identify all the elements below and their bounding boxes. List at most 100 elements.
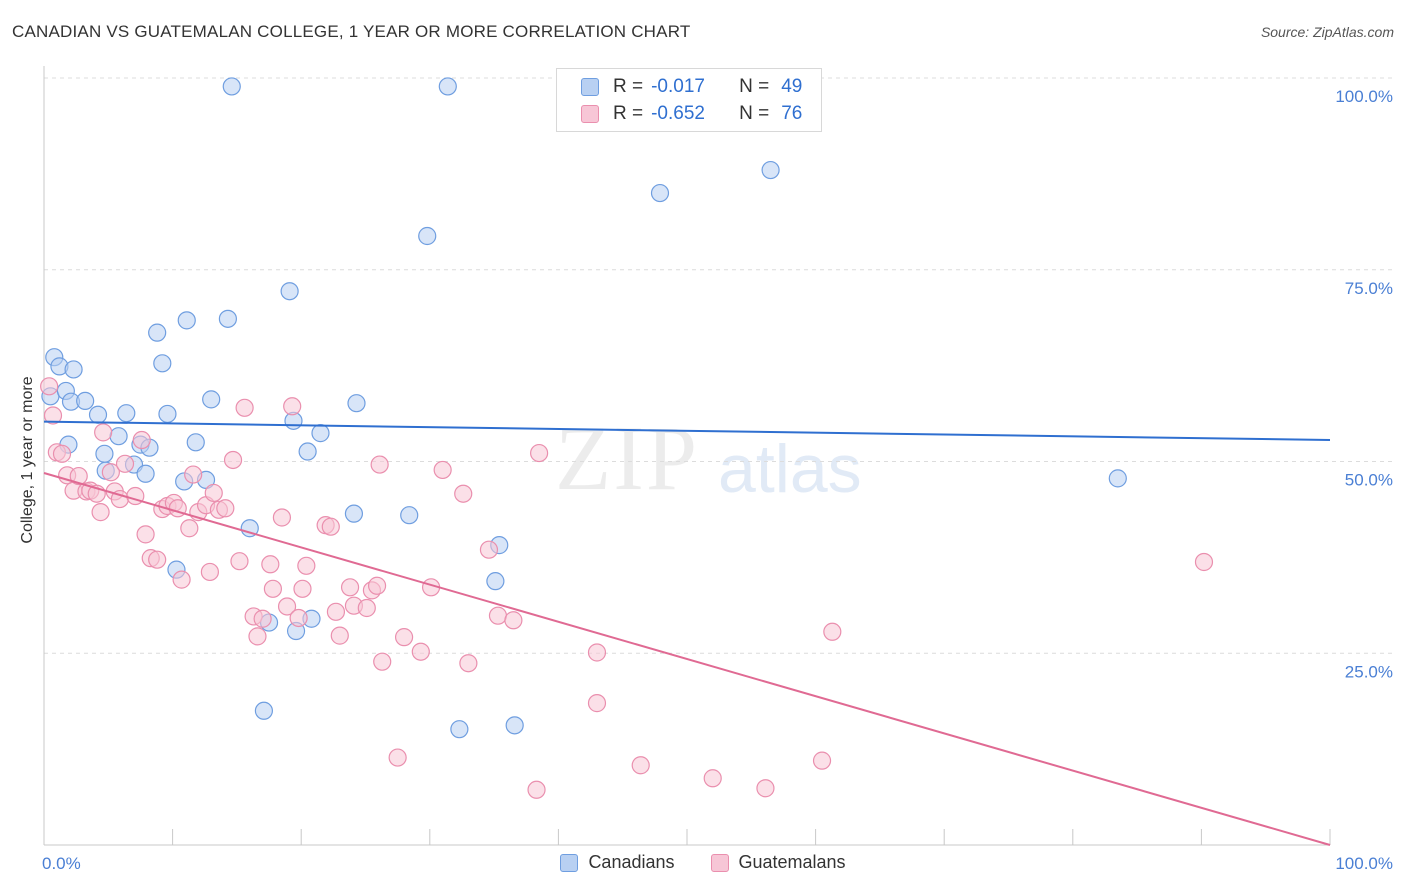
guatemalans-point [357, 598, 376, 618]
canadians-point [418, 226, 437, 246]
guatemalans-point [272, 508, 292, 527]
guatemalans-point [223, 450, 243, 470]
canadians-point [177, 311, 196, 330]
canadians-point [400, 506, 419, 525]
trend-lines [43, 420, 1331, 846]
legend-r-label: R = [613, 76, 644, 97]
canadians-swatch [581, 78, 599, 96]
guatemalans-point [172, 570, 191, 589]
guatemalans-point [394, 628, 414, 647]
y-tick-label: 100.0% [1335, 87, 1393, 106]
canadians-point [109, 427, 128, 446]
guatemalans-point [756, 779, 775, 798]
guatemalans-point [823, 622, 842, 641]
legend-r-value: -0.017 [651, 76, 705, 97]
canadians-point [1108, 469, 1127, 488]
canadians-point [486, 572, 505, 591]
guatemalans-swatch [581, 105, 599, 123]
legend-row-guatemalans: R = -0.652 N = 76 [581, 102, 802, 126]
guatemalans-point [433, 460, 452, 480]
guatemalans-point [283, 397, 302, 416]
canadians-point [311, 424, 330, 443]
guatemalans-point [293, 579, 312, 598]
legend-n-value: 76 [781, 103, 803, 124]
canadians-point [218, 309, 237, 328]
guatemalans-point [216, 499, 235, 518]
x-tick-label: 100.0% [1335, 854, 1393, 873]
guatemalans-point [204, 483, 223, 503]
guatemalans-point [148, 550, 167, 569]
guatemalans-point [277, 597, 297, 616]
canadians-point [202, 390, 221, 409]
guatemalans-point [263, 579, 283, 598]
guatemalans-point [479, 540, 499, 559]
legend-label-guatemalans: Guatemalans [738, 852, 846, 872]
canadians-point [438, 77, 457, 96]
legend-r-label: R = [613, 103, 644, 124]
canadians-point [505, 716, 524, 735]
y-tick-label: 25.0% [1345, 662, 1393, 681]
y-tick-label: 50.0% [1345, 471, 1393, 490]
canadians-point [148, 323, 167, 342]
guatemalans-point [230, 552, 249, 571]
guatemalans-point [43, 406, 63, 425]
guatemalans-point [812, 751, 832, 770]
legend-item-canadians[interactable]: Canadians [560, 852, 675, 873]
canadians-point [158, 404, 177, 424]
canadians-point [153, 354, 172, 373]
guatemalans-point [504, 611, 523, 630]
guatemalans-legend-swatch [710, 853, 729, 872]
guatemalans-point [248, 627, 267, 646]
guatemalans-point [370, 455, 389, 474]
guatemalans-point [631, 756, 650, 775]
canadians-point [761, 160, 780, 180]
guatemalans-point [101, 463, 120, 482]
guatemalans-point [411, 642, 430, 661]
guatemalans-point [454, 484, 473, 503]
guatemalans-point [1194, 552, 1214, 572]
guatemalans-trend-line [43, 472, 1331, 846]
guatemalans-point [69, 466, 88, 486]
guatemalans-point [94, 423, 113, 442]
tick-labels: 25.0% 50.0% 75.0% 100.0% 0.0% 100.0% [42, 87, 1393, 873]
canadians-point [450, 720, 469, 739]
legend-n-label: N = [739, 76, 770, 97]
guatemalans-point [289, 608, 308, 628]
canadians-point [88, 405, 108, 424]
x-tick-label: 0.0% [42, 854, 81, 873]
guatemalans-point [373, 652, 392, 671]
guatemalans-point [297, 556, 316, 575]
guatemalans-point [330, 626, 349, 645]
guatemalans-point [367, 576, 387, 595]
guatemalans-point [132, 430, 151, 450]
canadians-point [650, 183, 670, 203]
canadians-point [222, 77, 241, 96]
guatemalans-point [488, 606, 508, 625]
chart-source: Source: ZipAtlas.com [1260, 24, 1394, 40]
series-legend: Canadians Guatemalans [0, 852, 1406, 873]
canadians-point [64, 360, 83, 379]
guatemalans-point [40, 377, 59, 396]
legend-n-label: N = [739, 103, 770, 124]
canadians-point [344, 504, 364, 523]
legend-row-canadians: R = -0.017 N = 49 [581, 75, 802, 99]
guatemalans-point [91, 503, 110, 522]
canadians-point [117, 404, 136, 423]
canadians-point [136, 464, 155, 483]
guatemalans-point [388, 748, 407, 767]
guatemalans-point [253, 609, 272, 628]
guatemalans-point [115, 454, 135, 473]
guatemalans-point [261, 555, 280, 574]
canadians-point [254, 701, 274, 720]
legend-item-guatemalans[interactable]: Guatemalans [710, 852, 846, 873]
guatemalans-point [52, 444, 72, 463]
y-tick-label: 75.0% [1345, 279, 1393, 298]
watermark-atlas: atlas [718, 431, 862, 507]
guatemalans-point [340, 578, 360, 597]
watermark-zip: ZIP [555, 407, 699, 509]
canadians-point [95, 444, 114, 463]
legend-r-value: -0.652 [651, 103, 705, 124]
legend-n-value: 49 [781, 76, 803, 97]
guatemalans-point [459, 654, 478, 673]
